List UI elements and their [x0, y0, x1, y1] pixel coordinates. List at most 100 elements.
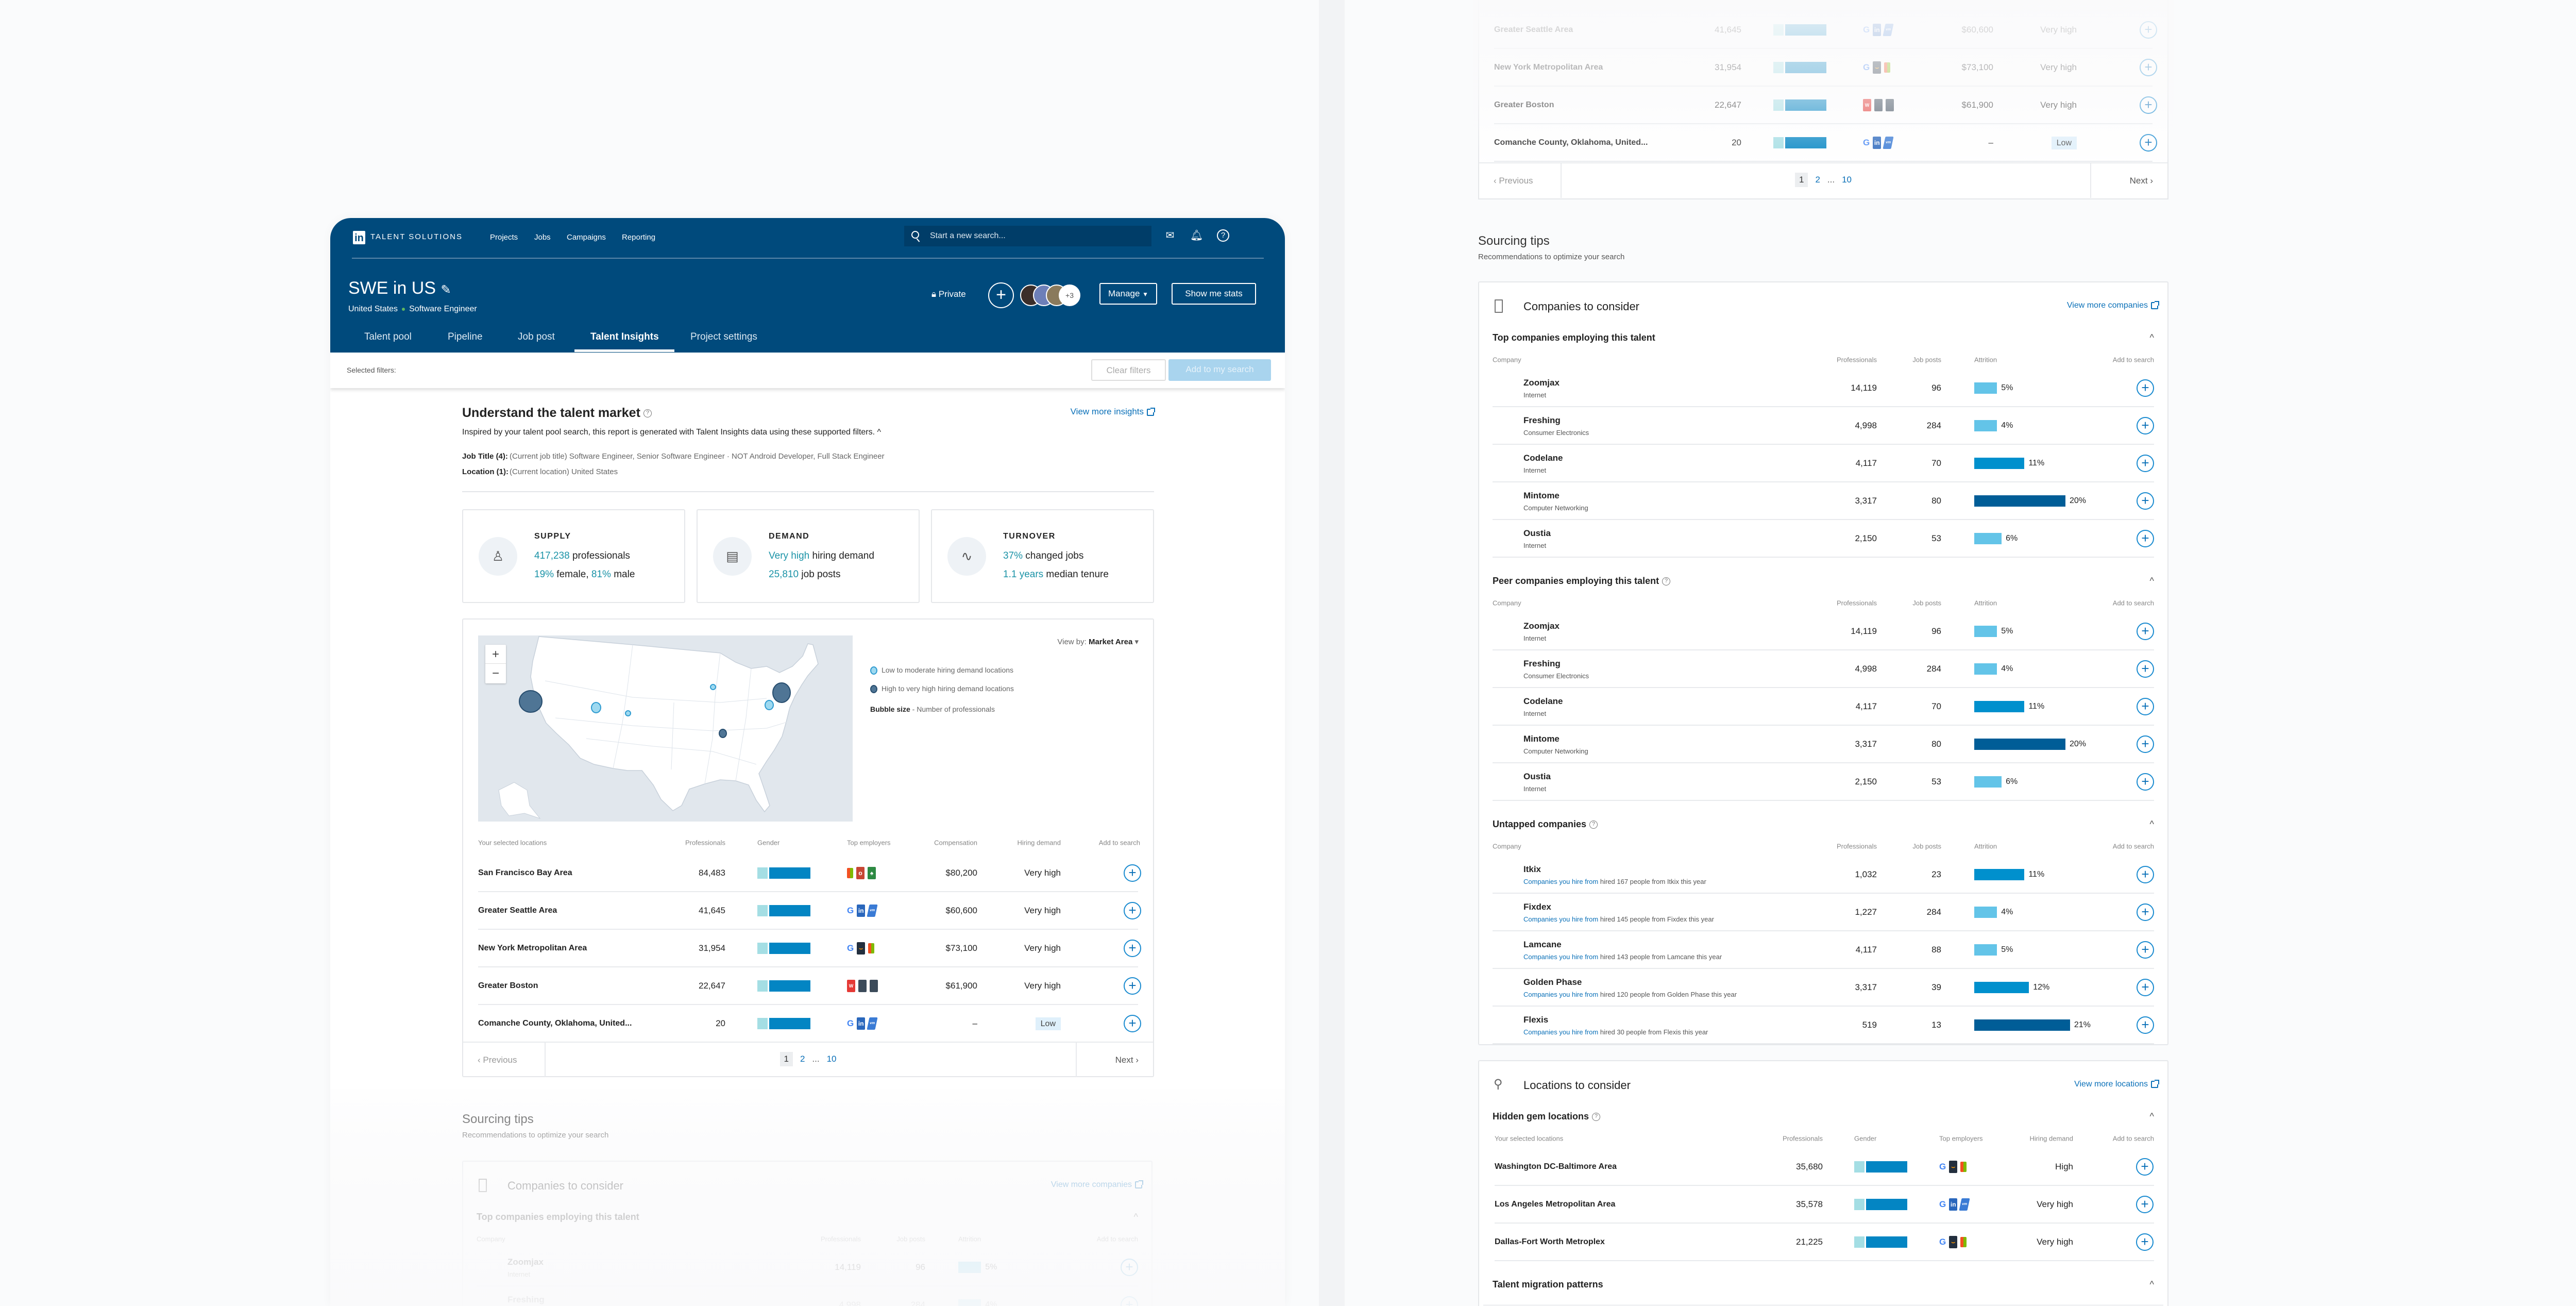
view-more-companies-link[interactable]: View more companies [2067, 300, 2159, 310]
companies-you-hire-from-link[interactable]: Companies you hire from [1523, 953, 1599, 961]
company-name[interactable]: Flexis [1523, 1015, 1549, 1025]
add-to-search-button[interactable]: + [2137, 379, 2154, 397]
add-to-search-button[interactable]: + [2137, 903, 2154, 921]
view-more-locations-link[interactable]: View more locations [2074, 1079, 2159, 1089]
tab-job-post[interactable]: Job post [518, 331, 555, 342]
add-to-search-button[interactable]: + [2137, 529, 2154, 547]
page-10-button[interactable]: 10 [826, 1054, 837, 1064]
chevron-up-icon[interactable]: ^ [2149, 1279, 2154, 1290]
companies-you-hire-from-link[interactable]: Companies you hire from [1523, 878, 1599, 885]
add-to-search-button[interactable]: + [2137, 773, 2154, 791]
nav-reporting[interactable]: Reporting [622, 233, 656, 242]
chevron-up-icon[interactable]: ^ [2149, 332, 2154, 343]
add-to-search-button[interactable]: + [2137, 660, 2154, 678]
more-avatars-badge[interactable]: +3 [1059, 284, 1080, 306]
view-more-insights-link[interactable]: View more insights [1071, 407, 1155, 417]
location-name[interactable]: Comanche County, Oklahoma, United... [478, 1018, 632, 1028]
add-to-search-button[interactable]: + [2140, 96, 2157, 114]
bubble-denver[interactable] [625, 710, 631, 716]
tab-talent-insights[interactable]: Talent Insights [590, 331, 659, 342]
add-to-search-button[interactable]: + [1124, 1014, 1141, 1032]
chevron-up-icon[interactable]: ^ [877, 428, 882, 437]
add-to-search-button[interactable]: + [1121, 1258, 1138, 1276]
chevron-up-icon[interactable]: ^ [2149, 576, 2154, 586]
nav-projects[interactable]: Projects [490, 233, 518, 242]
location-name[interactable]: Los Angeles Metropolitan Area [1495, 1199, 1616, 1209]
companies-you-hire-from-link[interactable]: Companies you hire from [1523, 991, 1599, 998]
bubble-chicago[interactable] [710, 684, 716, 690]
company-name[interactable]: Mintome [1523, 734, 1560, 744]
company-name[interactable]: Freshing [1523, 659, 1561, 668]
location-name[interactable]: Dallas-Fort Worth Metroplex [1495, 1237, 1605, 1246]
company-name[interactable]: Zoomjax [507, 1257, 544, 1267]
help-icon[interactable]: ? [1217, 229, 1229, 242]
view-more-companies-link[interactable]: View more companies [1051, 1180, 1143, 1190]
tab-project-settings[interactable]: Project settings [690, 331, 757, 342]
location-name[interactable]: Greater Boston [478, 981, 538, 990]
help-circle-icon[interactable]: ? [643, 409, 652, 418]
show-me-stats-button[interactable]: Show me stats [1172, 283, 1256, 305]
company-name[interactable]: Itkix [1523, 864, 1541, 874]
zoom-out-button[interactable]: − [492, 666, 499, 680]
zoom-in-button[interactable]: + [485, 645, 506, 664]
edit-pencil-icon[interactable]: ✎ [440, 283, 451, 297]
add-to-search-button[interactable]: + [2140, 133, 2157, 152]
previous-page-button[interactable]: ‹ Previous [463, 1043, 546, 1077]
bubble-salt-lake[interactable] [591, 702, 601, 713]
bubble-san-francisco[interactable] [519, 690, 543, 713]
add-to-search-button[interactable]: + [1124, 939, 1141, 957]
add-to-search-button[interactable]: + [1124, 977, 1141, 995]
location-name[interactable]: Washington DC-Baltimore Area [1495, 1162, 1617, 1171]
chevron-up-icon[interactable]: ^ [1133, 1212, 1138, 1222]
page-1-button[interactable]: 1 [779, 1052, 793, 1066]
next-page-button[interactable]: Next › [1076, 1043, 1153, 1077]
us-bubble-map[interactable]: + − [478, 635, 853, 822]
bubble-washington[interactable] [765, 700, 774, 710]
privacy-status[interactable]: 🔒︎ Private [931, 289, 966, 299]
help-circle-icon[interactable]: ? [1589, 821, 1598, 829]
company-name[interactable]: Codelane [1523, 696, 1563, 706]
messages-icon[interactable]: ✉ [1165, 230, 1175, 241]
add-to-search-button[interactable]: + [2137, 1016, 2154, 1034]
location-name[interactable]: Greater Seattle Area [478, 906, 557, 915]
nav-jobs[interactable]: Jobs [534, 233, 551, 242]
add-to-search-button[interactable]: + [2137, 865, 2154, 883]
add-to-search-button[interactable]: + [2137, 492, 2154, 510]
add-to-search-button[interactable]: + [2137, 416, 2154, 434]
add-to-search-button[interactable]: + [2137, 622, 2154, 640]
previous-page-button[interactable]: ‹ Previous [1479, 163, 1562, 198]
next-page-button[interactable]: Next › [2090, 163, 2167, 198]
location-name[interactable]: Greater Boston [1494, 100, 1554, 109]
tab-pipeline[interactable]: Pipeline [448, 331, 483, 342]
add-to-search-button[interactable]: + [1124, 864, 1141, 882]
add-to-search-button[interactable]: + [2136, 1158, 2154, 1176]
add-to-my-search-button[interactable]: Add to my search [1168, 359, 1271, 381]
tab-talent-pool[interactable]: Talent pool [364, 331, 412, 342]
company-name[interactable]: Fixdex [1523, 902, 1551, 912]
add-to-search-button[interactable]: + [2137, 978, 2154, 996]
company-name[interactable]: Golden Phase [1523, 977, 1582, 987]
clear-filters-button[interactable]: Clear filters [1091, 359, 1166, 381]
add-to-search-button[interactable]: + [2136, 1195, 2154, 1213]
help-circle-icon[interactable]: ? [1592, 1113, 1601, 1121]
company-name[interactable]: Oustia [1523, 772, 1551, 781]
view-by-dropdown[interactable]: View by: Market Area ▾ [1057, 637, 1139, 646]
search-input[interactable]: Start a new search... [904, 226, 1151, 246]
add-to-search-button[interactable]: + [2140, 58, 2157, 76]
manage-dropdown[interactable]: Manage ▼ [1099, 283, 1157, 305]
nav-campaigns[interactable]: Campaigns [567, 233, 606, 242]
page-1-button[interactable]: 1 [1794, 173, 1808, 187]
location-name[interactable]: Greater Seattle Area [1494, 25, 1573, 34]
location-name[interactable]: Comanche County, Oklahoma, United... [1494, 138, 1648, 147]
add-to-search-button[interactable]: + [2137, 454, 2154, 472]
add-to-search-button[interactable]: + [2137, 941, 2154, 959]
location-name[interactable]: New York Metropolitan Area [478, 943, 587, 952]
company-name[interactable]: Zoomjax [1523, 378, 1560, 388]
notifications-bell-icon[interactable]: 🔔︎ [1190, 230, 1204, 241]
chevron-up-icon[interactable]: ^ [2149, 1111, 2154, 1121]
company-name[interactable]: Freshing [507, 1295, 545, 1304]
add-to-search-button[interactable]: + [1124, 901, 1141, 919]
add-to-search-button[interactable]: + [1121, 1296, 1138, 1306]
bubble-nashville[interactable] [719, 729, 727, 738]
location-name[interactable]: New York Metropolitan Area [1494, 62, 1603, 72]
